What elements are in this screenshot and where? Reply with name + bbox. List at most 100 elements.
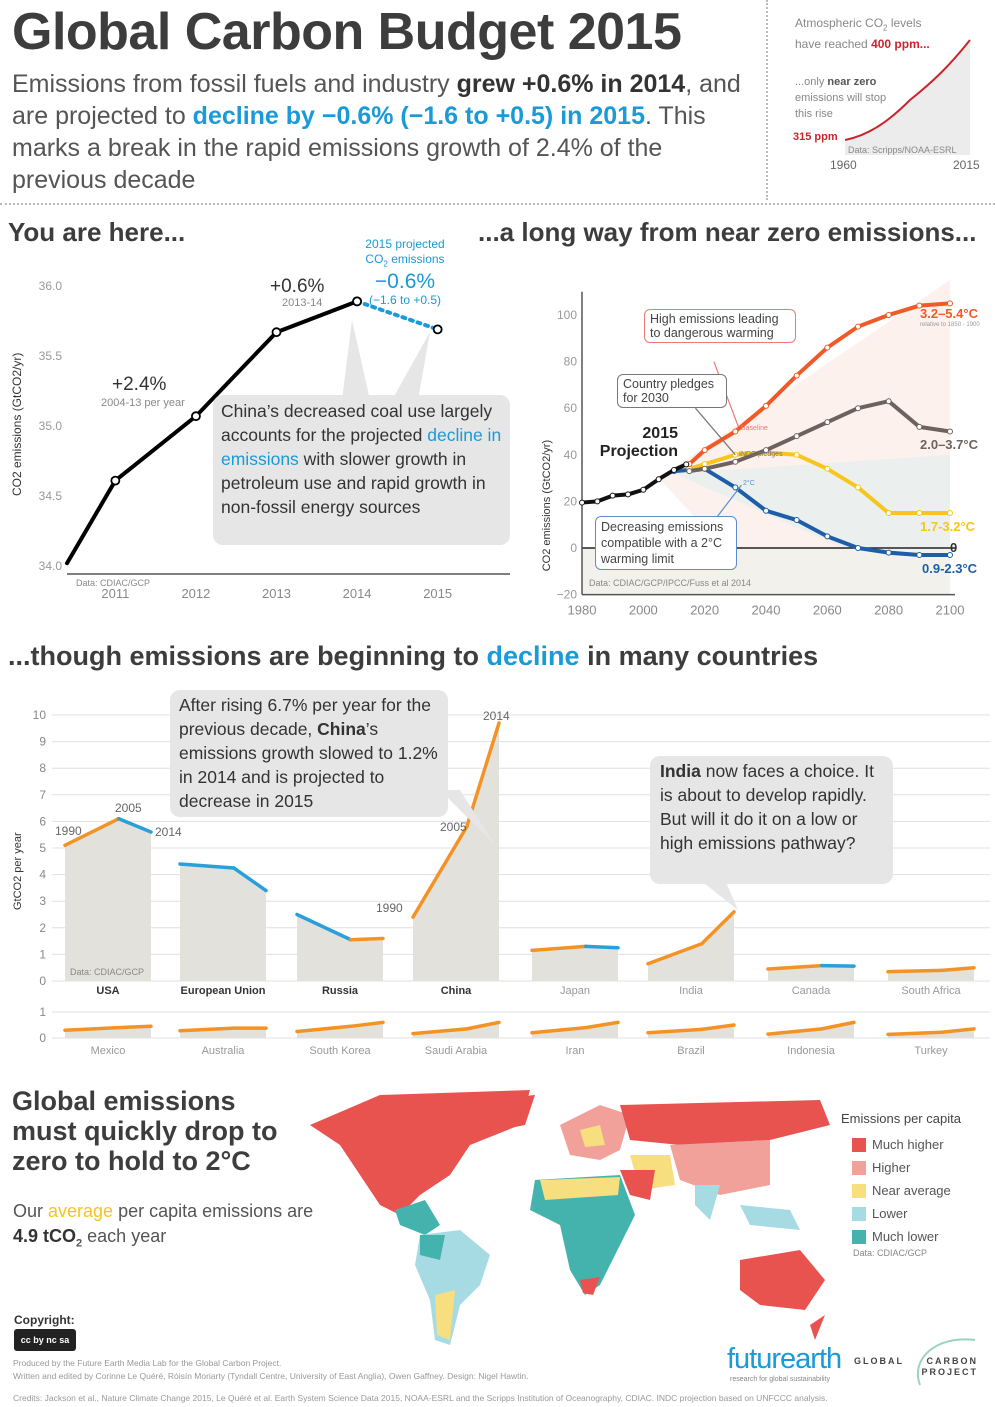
country-line-segment [766,963,824,971]
map-greenland [480,1095,535,1130]
projection-range: (−1.6 to +0.5) [368,293,442,308]
country-label: Turkey [914,1045,948,1057]
inset-start-label: 315 ppm [793,131,838,143]
avg-text: each year [82,1226,167,1246]
country-line-segment [178,1026,236,1033]
country-label: Iran [566,1045,585,1057]
data-point [110,475,121,486]
y-tick-label: 8 [39,761,46,775]
produced-by: Produced by the Future Earth Media Lab f… [13,1358,282,1368]
country-line-segment [349,1020,385,1029]
callout-text: now faces a choice. It is about to devel… [660,761,874,853]
data-point [732,484,739,491]
data-point [885,312,892,318]
y-tick-label: 1 [39,947,46,961]
country-line-segment [295,1024,353,1034]
data-point [191,411,201,422]
data-point [916,302,923,309]
country-line-segment [63,1025,121,1032]
section-text: in many countries [579,641,819,671]
x-tick-label: 2013 [262,586,291,601]
pointer-line [695,407,736,456]
zero-label: 0 [950,540,958,555]
callout-text: India [660,761,701,781]
legend-title: Emissions per capita [841,1111,961,1126]
data-point [855,484,861,491]
y-axis-label: CO2 emissions (GtCO2/yr) [541,440,553,571]
country-line-segment [349,936,385,942]
series-line-projected [355,299,440,332]
inset-x-end: 2015 [953,158,980,172]
page-title: Global Carbon Budget 2015 [12,3,682,61]
legend-swatch [852,1183,866,1198]
chart1-source: Data: CDIAC/GCP [76,578,151,588]
x-tick-label: 2080 [874,603,903,618]
temp-yellow: 1.7-3.2°C [920,519,976,534]
data-point [885,549,892,556]
data-point [701,465,708,472]
growth-decade-label: +2.4% [112,374,167,395]
data-point [793,433,800,440]
y-axis-label: GtCO2 per year [12,832,24,910]
global-emissions-chart: 34.0 34.5 35.0 35.5 36.0 2011 2012 2013 2014 2015… [10,279,510,601]
data-point [885,510,892,517]
temp-grey: 2.0–3.7°C [920,437,978,452]
data-point [885,398,892,405]
data-point [763,507,769,514]
chart2-source: Data: CDIAC/GCP/IPCC/Fuss et al 2014 [589,578,752,588]
country-label: Russia [322,985,359,997]
series-line-2C [673,466,950,557]
avg-text: per capita emissions are [113,1201,314,1221]
callout-text: After rising 6.7% per year for the previ… [179,695,431,739]
country-line-segment [584,1020,620,1030]
country-line-segment [117,816,153,834]
country-area-russia [297,914,383,981]
country-label: Saudi Arabia [425,1045,488,1057]
country-area-india [648,911,734,981]
legend-label: Near average [872,1183,951,1198]
china-coal-callout: China’s decreased coal use largely accou… [213,395,510,545]
y-tick-label: 40 [564,448,578,462]
inset-sub: 2 [883,23,888,33]
copyright-label: Copyright: [14,1313,75,1327]
divider [0,203,995,205]
projection-2015-label: 2015 Projection [599,425,678,460]
data-point [352,296,362,307]
section-you-are-here: You are here... [8,217,186,247]
inset-value: 400 ppm... [871,37,930,52]
credits: Credits: Jackson et al., Nature Climate … [13,1393,828,1403]
legend-item: Much lower [852,1225,951,1248]
projection-text: emissions [387,252,445,266]
y-tick-label: 36.0 [39,279,63,293]
projection-title: CO2 emissions [355,252,455,271]
y-tick-label: 2 [39,921,46,935]
country-line-segment [411,1027,469,1036]
country-line-segment [530,1025,588,1035]
subtitle-text: , and are projected to [12,70,741,130]
map-source: Data: CDIAC/GCP [853,1248,928,1258]
data-point [916,510,923,517]
legend-label: Much higher [872,1137,944,1152]
y-tick-label: 35.5 [39,349,63,363]
country-line-segment [766,1027,824,1036]
indc-label: INDC pledges [739,451,783,458]
data-point [947,551,953,558]
y-tick-label: 3 [39,894,46,908]
data-point [609,492,616,499]
inset-note: ...only near zero emissions will stop th… [795,74,895,122]
data-point [947,510,953,517]
world-map [310,1090,830,1345]
x-tick-label: 2020 [690,603,719,618]
cc-license-badge[interactable]: cc by nc sa [14,1329,76,1351]
data-point [793,372,800,379]
legend-swatch [852,1160,866,1175]
projection-title: 2015 projected [365,237,445,251]
inset-source: Data: Scripps/NOAA-ESRL [848,145,957,155]
map-legend: Much higher Higher Near average Lower Much l… [852,1133,951,1248]
country-line-segment [465,1020,501,1031]
country-label: Brazil [677,1045,705,1057]
data-point [793,517,800,524]
data-point [271,327,282,338]
y-tick-label: 6 [39,814,46,828]
y-tick-label: 0 [39,1031,46,1045]
